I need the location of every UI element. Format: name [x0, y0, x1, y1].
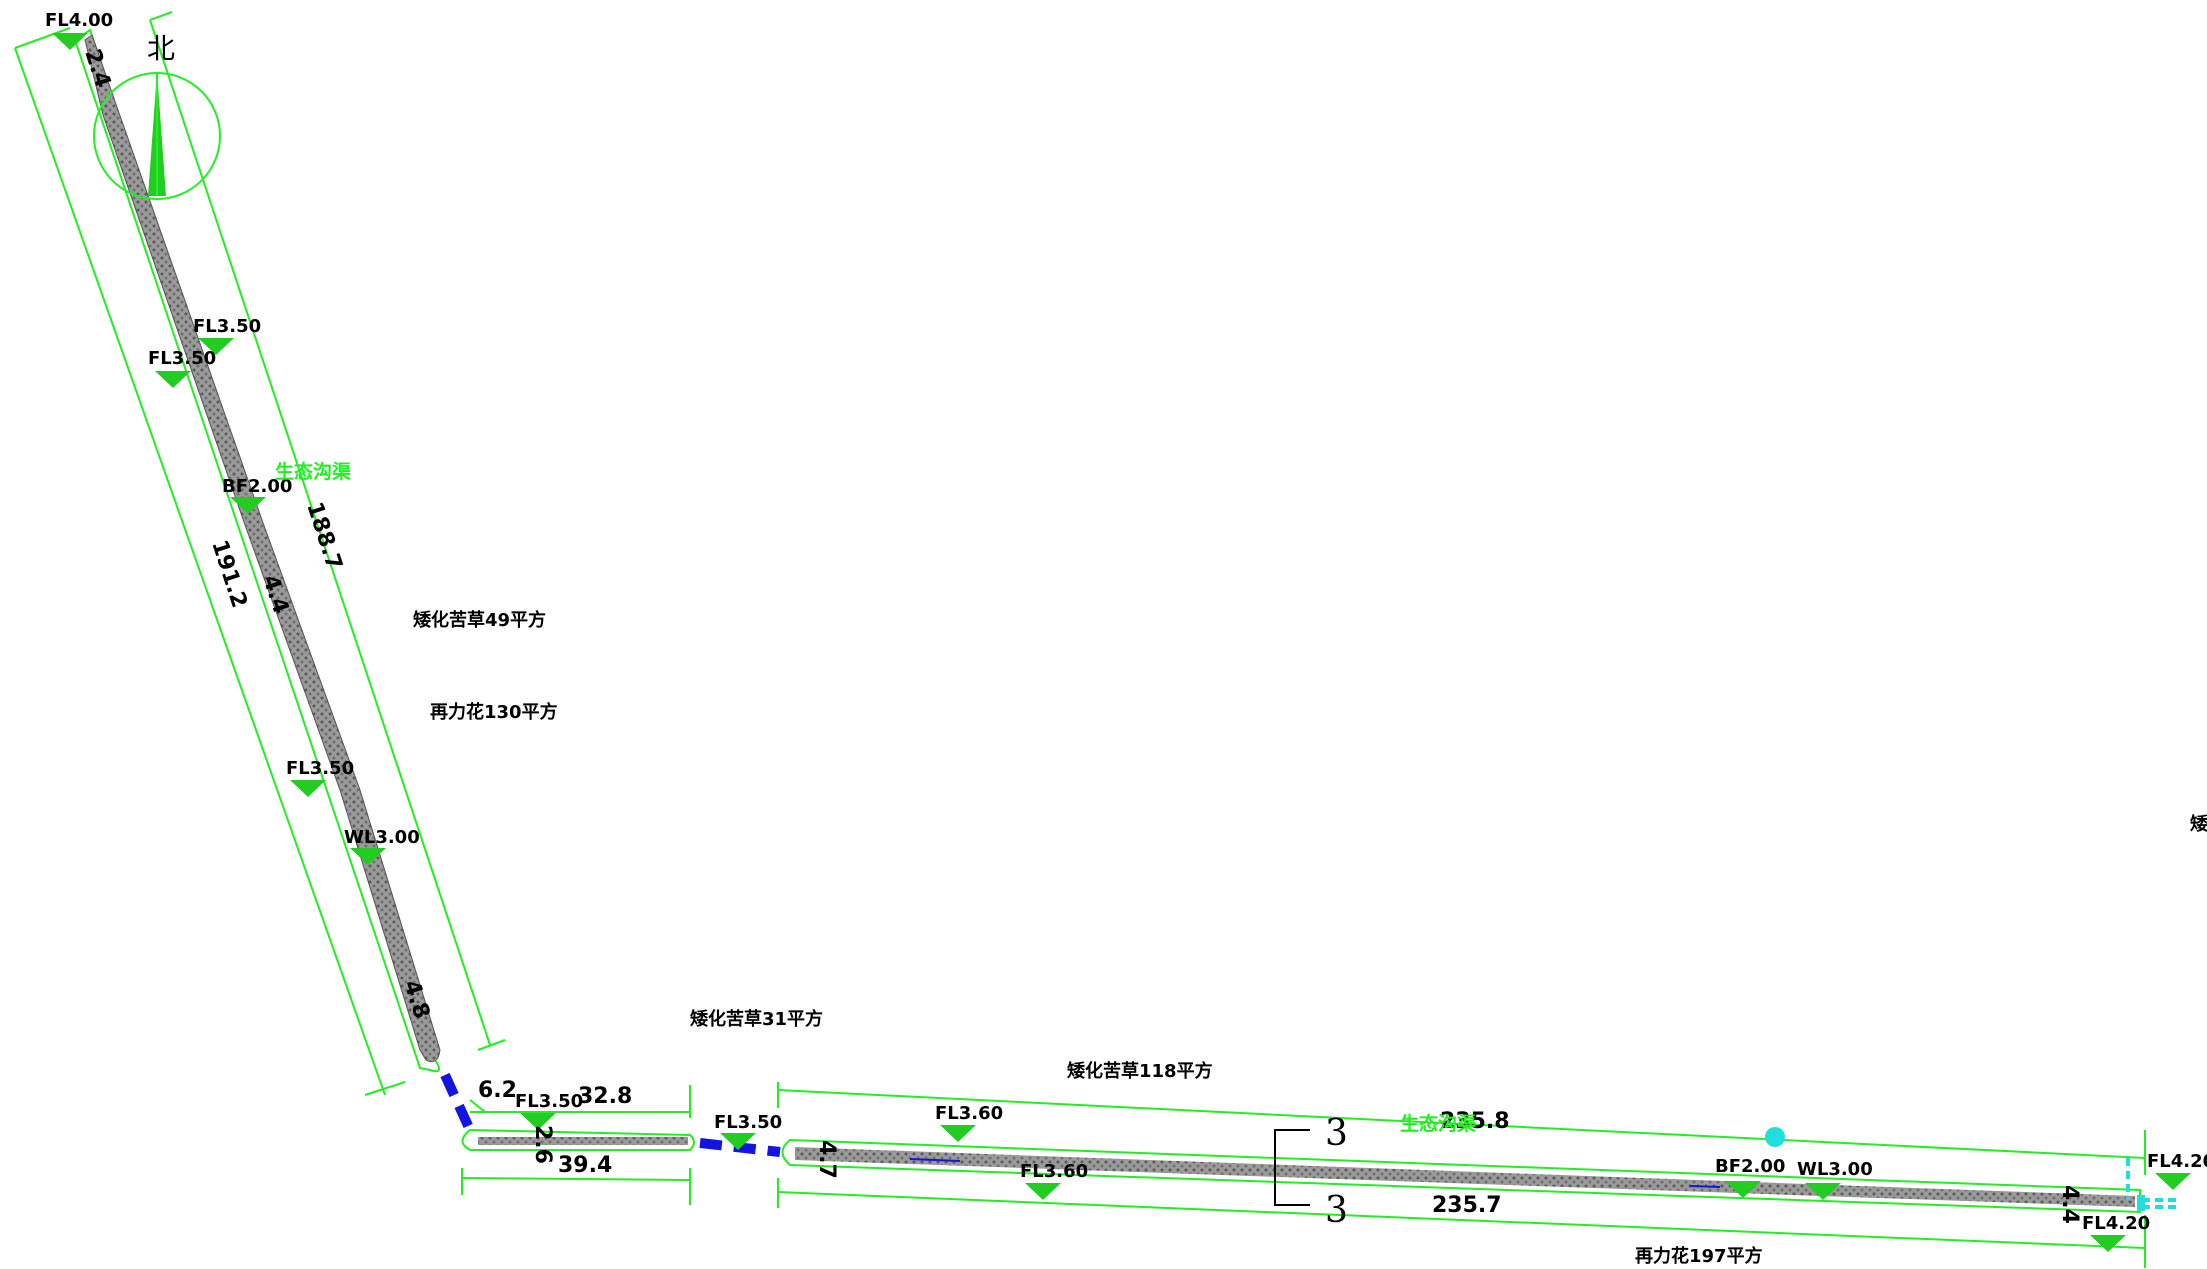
plant-area-labels: 矮化苦草49平方 再力花130平方 矮化苦草31平方 矮化苦草118平方 再力花…: [413, 609, 2207, 1267]
dim-label: 39.4: [558, 1153, 612, 1178]
dim-label: 4.8: [398, 977, 434, 1022]
dim-label: 4.4: [2057, 1185, 2082, 1224]
elev-label: BF2.00: [222, 476, 292, 497]
plant-area-label: 矮化苦草31平方: [690, 1008, 823, 1030]
middle-channel: [461, 1085, 695, 1205]
channel-label: 生态沟渠: [1400, 1112, 1476, 1135]
elev-label: FL3.60: [1020, 1161, 1088, 1182]
elev-label: FL4.20: [2147, 1151, 2207, 1172]
elevation-labels: FL4.00 FL3.50 FL3.50 BF2.00 FL3.50 WL3.0…: [45, 10, 2207, 1234]
dim-label: 2.4: [79, 46, 115, 91]
elev-label: FL3.60: [935, 1103, 1003, 1124]
dim-label: 235.8: [1440, 1109, 1510, 1134]
dim-label: 6.2: [478, 1078, 517, 1103]
dim-label: 4.7: [814, 1140, 839, 1179]
dim-label: 188.7: [301, 499, 346, 573]
plant-area-label: 矮: [2190, 813, 2207, 835]
plant-area-label: 矮化苦草49平方: [413, 609, 546, 631]
elev-label: FL4.20: [2082, 1213, 2150, 1234]
diagonal-channel: [14, 11, 506, 1096]
elevation-markers: [52, 33, 2191, 1252]
channel-label: 生态沟渠: [275, 460, 351, 483]
plant-area-label: 再力花197平方: [1635, 1245, 1763, 1267]
section-mark: 3: [1325, 1113, 1348, 1154]
elev-label: BF2.00: [1715, 1156, 1785, 1177]
elev-label: FL4.00: [45, 10, 113, 31]
elev-label: FL3.50: [148, 348, 216, 369]
section-marks: 3 3: [1325, 1113, 1348, 1231]
elev-label: FL3.50: [714, 1112, 782, 1133]
dim-label: 32.8: [578, 1084, 632, 1109]
dim-label: 4.4: [257, 572, 293, 617]
north-arrow-icon: 北: [93, 32, 221, 200]
dim-label: 2.6: [530, 1125, 555, 1164]
dimension-labels: 2.4 188.7 191.2 4.4 4.8 6.2 32.8 2.6 39.…: [79, 46, 2082, 1224]
elev-label: FL3.50: [515, 1091, 583, 1112]
plant-area-label: 再力花130平方: [430, 701, 558, 723]
elev-label: WL3.00: [344, 827, 420, 848]
elev-label: FL3.50: [193, 316, 261, 337]
elev-label: FL3.50: [286, 758, 354, 779]
section-mark: 3: [1325, 1190, 1348, 1231]
elev-label: WL3.00: [1797, 1159, 1873, 1180]
plant-area-label: 矮化苦草118平方: [1067, 1060, 1213, 1082]
east-channel: [777, 1082, 2180, 1268]
channel-labels: 生态沟渠 生态沟渠: [275, 460, 1476, 1135]
dim-label: 235.7: [1432, 1193, 1502, 1218]
north-label: 北: [147, 32, 175, 65]
